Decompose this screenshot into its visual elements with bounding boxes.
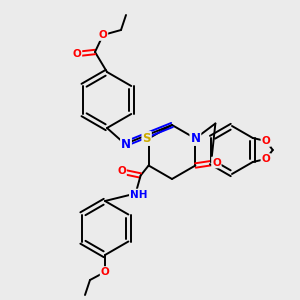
Text: NH: NH	[130, 190, 147, 200]
Text: S: S	[142, 132, 151, 145]
Text: O: O	[261, 136, 270, 146]
Text: O: O	[100, 267, 109, 277]
Text: O: O	[73, 49, 81, 59]
Text: O: O	[99, 30, 107, 40]
Text: O: O	[261, 154, 270, 164]
Text: N: N	[190, 132, 200, 145]
Text: O: O	[117, 167, 126, 176]
Text: N: N	[121, 137, 131, 151]
Text: O: O	[212, 158, 221, 167]
